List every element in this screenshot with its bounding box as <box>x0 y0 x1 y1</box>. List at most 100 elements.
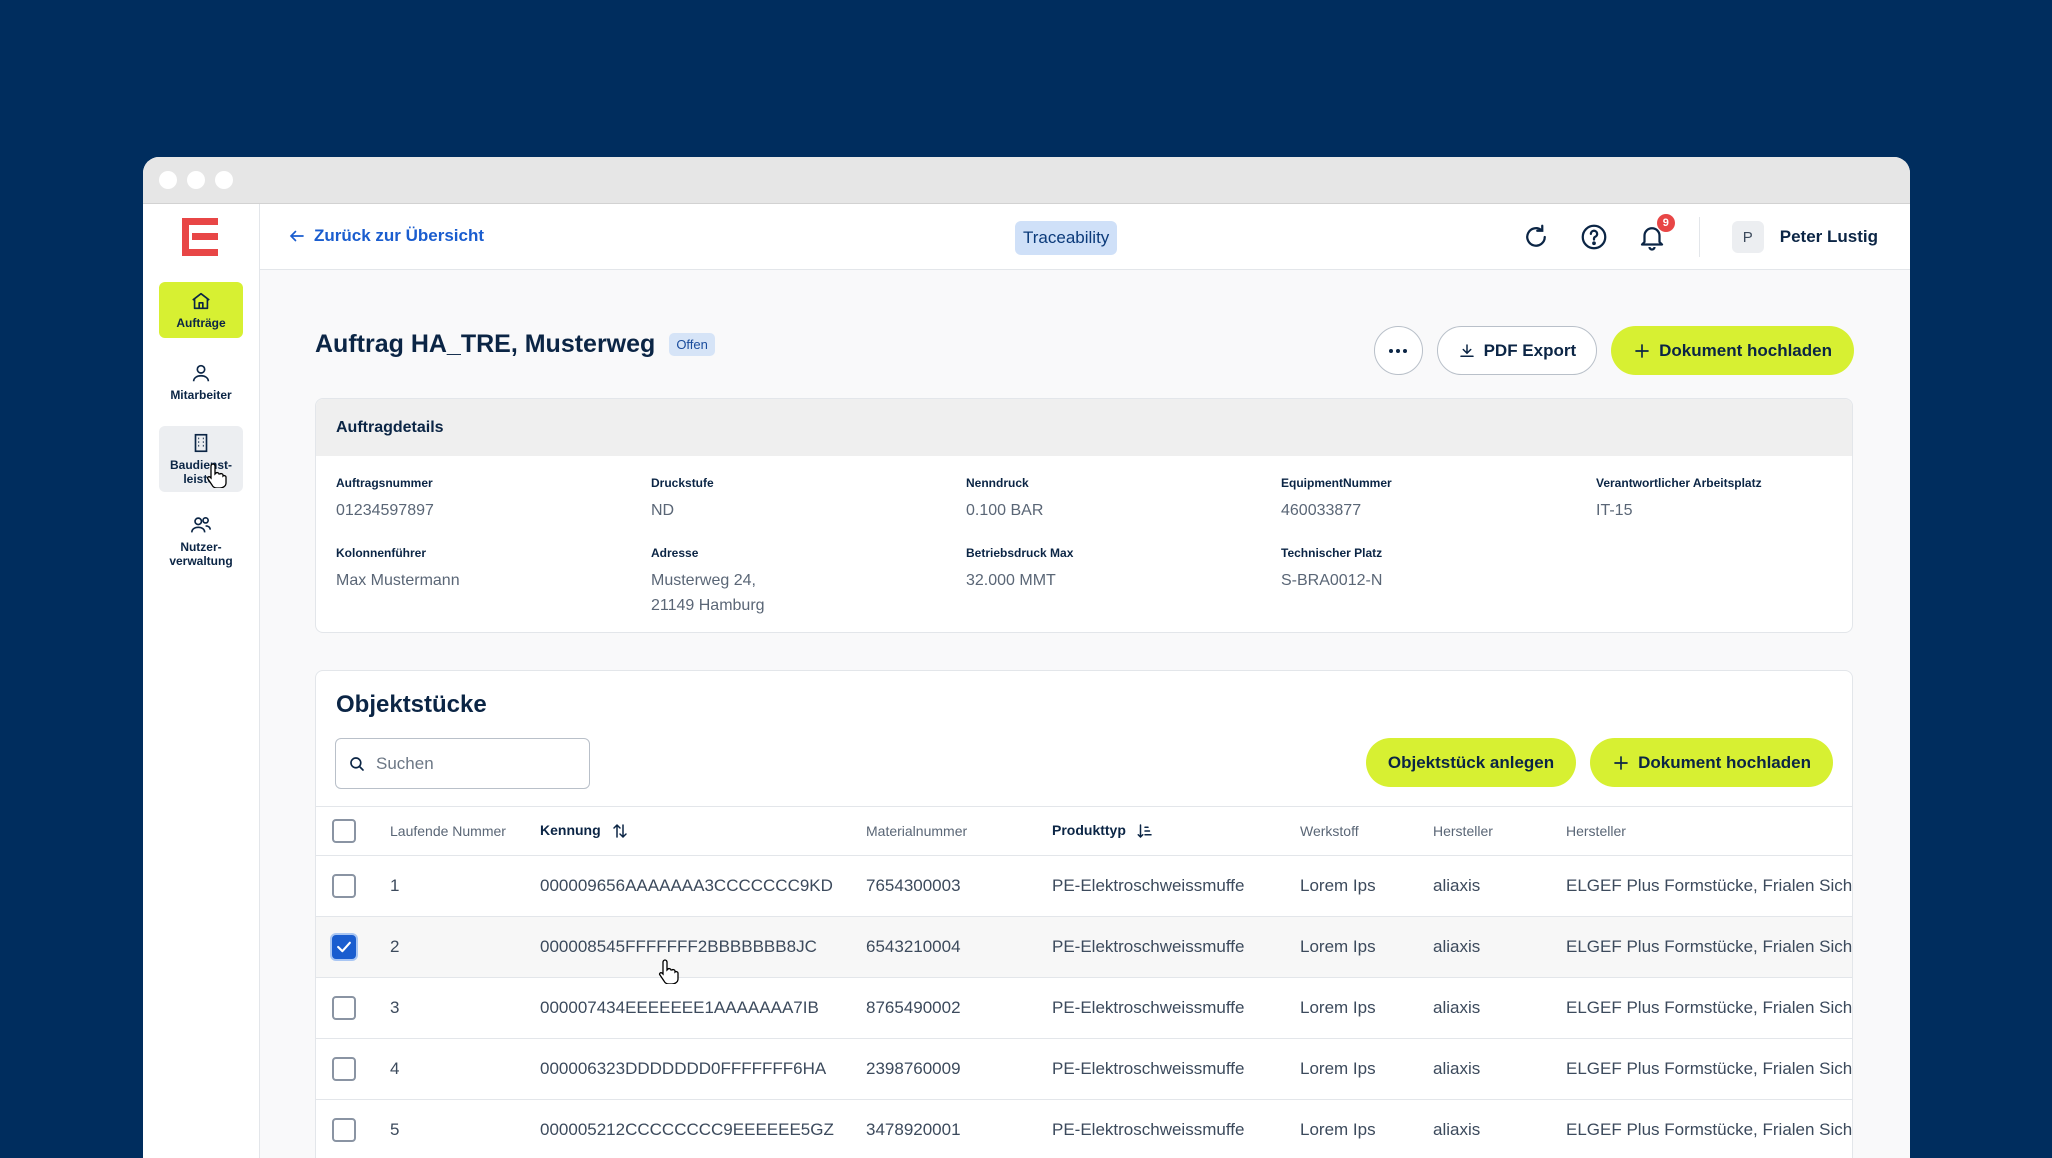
refresh-icon <box>1525 224 1546 247</box>
sidebar: Aufträge Mitarbeiter Baudienst- leister … <box>143 204 260 1158</box>
cell-kennung: 000008545FFFFFFF2BBBBBBB8JC <box>540 916 866 978</box>
field-label: Verantwortlicher Arbeitsplatz <box>1596 476 1762 490</box>
column-header-materialnummer[interactable]: Materialnummer <box>866 806 1052 856</box>
field-value: ND <box>651 502 675 519</box>
avatar[interactable]: P <box>1731 221 1764 253</box>
field-adresse: Adresse Musterweg 24, 21149 Hamburg <box>651 546 765 618</box>
check-icon <box>337 941 351 953</box>
column-header-laufende-nummer[interactable]: Laufende Nummer <box>390 806 540 856</box>
search-icon <box>350 756 364 771</box>
field-value: 01234597897 <box>336 502 434 519</box>
field-label: Betriebsdruck Max <box>966 546 1074 560</box>
cell-hersteller-2: ELGEF Plus Formstücke, Frialen Sicherhei… <box>1566 1099 1852 1158</box>
cell-kennung: 000007434EEEEEEE1AAAAAAA7IB <box>540 977 866 1039</box>
cell-typ: PE-Elektroschweissmuffe <box>1052 855 1300 917</box>
top-actions: 9 P Peter Lustig <box>1521 204 1910 270</box>
help-icon <box>1581 224 1607 250</box>
cell-nr: 4 <box>390 1038 540 1100</box>
objects-actions: Objektstück anlegen Dokument hochladen <box>1365 738 1833 787</box>
table-row[interactable]: 2 000008545FFFFFFF2BBBBBBB8JC 6543210004… <box>316 916 1852 978</box>
back-to-overview-link[interactable]: Zurück zur Übersicht <box>288 226 484 246</box>
table-header-row: Laufende Nummer Kennung Materialnummer P… <box>316 806 1852 856</box>
row-checkbox[interactable] <box>332 935 356 959</box>
window-maximize-dot[interactable] <box>215 171 233 189</box>
pdf-export-button[interactable]: PDF Export <box>1436 326 1598 375</box>
refresh-button[interactable] <box>1521 222 1551 252</box>
main-content: Zurück zur Übersicht Traceability 9 <box>260 204 1910 1158</box>
cell-material: 3478920001 <box>866 1099 1052 1158</box>
plus-icon <box>1635 343 1649 358</box>
window-close-dot[interactable] <box>159 171 177 189</box>
cell-kennung: 000009656AAAAAAA3CCCCCCC9KD <box>540 855 866 917</box>
field-label: Adresse <box>651 546 699 560</box>
search-input[interactable] <box>376 753 566 774</box>
cell-material: 8765490002 <box>866 977 1052 1039</box>
search-field[interactable] <box>335 738 590 789</box>
cell-hersteller: aliaxis <box>1433 977 1566 1039</box>
cell-hersteller-2: ELGEF Plus Formstücke, Frialen Sicherhei… <box>1566 977 1852 1039</box>
column-header-label: Kennung <box>540 821 601 838</box>
field-betriebsdruck-max: Betriebsdruck Max 32.000 MMT <box>966 546 1073 593</box>
cell-hersteller: aliaxis <box>1433 855 1566 917</box>
sidebar-item-auftraege[interactable]: Aufträge <box>159 282 243 338</box>
column-header-werkstoff[interactable]: Werkstoff <box>1300 806 1433 856</box>
column-header-produkttyp[interactable]: Produkttyp <box>1052 806 1300 856</box>
table-row[interactable]: 4 000006323DDDDDDD0FFFFFFF6HA 2398760009… <box>316 1038 1852 1100</box>
cell-material: 6543210004 <box>866 916 1052 978</box>
order-details-card: Auftragdetails Auftragsnummer 0123459789… <box>315 398 1853 633</box>
field-value: 460033877 <box>1281 502 1362 519</box>
cell-werkstoff: Lorem Ips <box>1300 916 1433 978</box>
cell-werkstoff: Lorem Ips <box>1300 1038 1433 1100</box>
cell-material: 2398760009 <box>866 1038 1052 1100</box>
more-options-button[interactable] <box>1373 326 1423 375</box>
table-row[interactable]: 1 000009656AAAAAAA3CCCCCCC9KD 7654300003… <box>316 855 1852 917</box>
building-icon <box>194 433 208 453</box>
window-minimize-dot[interactable] <box>187 171 205 189</box>
sidebar-item-nutzerverwaltung[interactable]: Nutzer- verwaltung <box>159 508 243 574</box>
field-label: Kolonnenführer <box>336 546 426 560</box>
user-name[interactable]: Peter Lustig <box>1779 227 1878 246</box>
column-header-hersteller-2[interactable]: Hersteller <box>1566 806 1852 856</box>
bell-icon <box>1640 227 1663 251</box>
cell-typ: PE-Elektroschweissmuffe <box>1052 916 1300 978</box>
sidebar-item-baudienstleister[interactable]: Baudienst- leister <box>159 426 243 492</box>
cell-werkstoff: Lorem Ips <box>1300 977 1433 1039</box>
top-bar: Zurück zur Übersicht Traceability 9 <box>260 204 1910 270</box>
table-row[interactable]: 5 000005212CCCCCCCC9EEEEEE5GZ 3478920001… <box>316 1099 1852 1158</box>
notifications-button[interactable]: 9 <box>1637 214 1675 252</box>
upload-document-button[interactable]: Dokument hochladen <box>1611 326 1854 375</box>
sidebar-item-mitarbeiter[interactable]: Mitarbeiter <box>159 354 243 410</box>
user-icon <box>192 364 210 382</box>
field-label: Technischer Platz <box>1281 546 1383 560</box>
field-druckstufe: Druckstufe ND <box>651 476 714 523</box>
notification-count-badge: 9 <box>1656 214 1675 232</box>
column-header-kennung[interactable]: Kennung <box>540 806 866 856</box>
objects-upload-document-label: Dokument hochladen <box>1638 752 1811 772</box>
cell-hersteller: aliaxis <box>1433 1038 1566 1100</box>
cell-werkstoff: Lorem Ips <box>1300 1099 1433 1158</box>
row-checkbox[interactable] <box>332 874 356 898</box>
cell-nr: 1 <box>390 855 540 917</box>
table-row[interactable]: 3 000007434EEEEEEE1AAAAAAA7IB 8765490002… <box>316 977 1852 1039</box>
select-all-checkbox[interactable] <box>332 819 356 843</box>
row-checkbox[interactable] <box>332 1057 356 1081</box>
cell-material: 7654300003 <box>866 855 1052 917</box>
field-auftragsnummer: Auftragsnummer 01234597897 <box>336 476 434 523</box>
app-shell: Aufträge Mitarbeiter Baudienst- leister … <box>143 204 1910 1158</box>
help-button[interactable] <box>1579 222 1609 252</box>
window-titlebar <box>143 157 1910 204</box>
objects-heading: Objektstücke <box>336 691 487 718</box>
objects-upload-document-button[interactable]: Dokument hochladen <box>1590 738 1833 787</box>
download-icon <box>1459 343 1474 357</box>
cell-hersteller-2: ELGEF Plus Formstücke, Frialen Sicherhei… <box>1566 855 1852 917</box>
more-horizontal-icon <box>1389 348 1408 353</box>
row-checkbox[interactable] <box>332 1118 356 1142</box>
details-heading: Auftragdetails <box>316 399 1852 456</box>
create-object-button[interactable]: Objektstück anlegen <box>1365 738 1577 787</box>
logo-icon[interactable] <box>180 216 222 258</box>
field-arbeitsplatz: Verantwortlicher Arbeitsplatz IT-15 <box>1596 476 1762 523</box>
field-equipmentnummer: EquipmentNummer 460033877 <box>1281 476 1392 523</box>
row-checkbox[interactable] <box>332 996 356 1020</box>
sidebar-item-label: Nutzer- verwaltung <box>169 540 233 568</box>
column-header-hersteller[interactable]: Hersteller <box>1433 806 1566 856</box>
